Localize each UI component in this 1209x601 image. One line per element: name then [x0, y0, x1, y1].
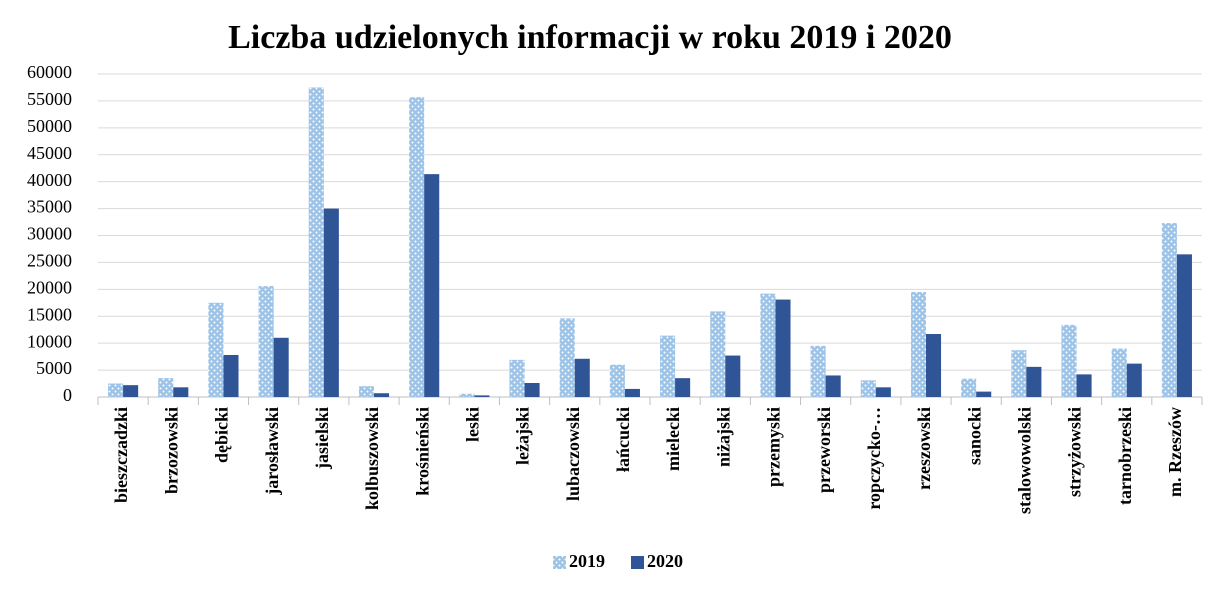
bar	[961, 378, 977, 397]
bar	[509, 359, 525, 397]
bar	[910, 292, 926, 397]
bar	[1111, 348, 1127, 397]
bar	[208, 302, 224, 397]
x-tick-label: dębicki	[212, 407, 232, 463]
x-tick-label: m. Rzeszów	[1165, 407, 1185, 497]
bar	[223, 355, 239, 397]
legend-label: 2019	[569, 551, 605, 571]
bar	[1061, 324, 1077, 397]
bar	[374, 393, 390, 397]
bar	[624, 388, 640, 397]
y-tick-label: 45000	[27, 143, 72, 163]
bar	[760, 293, 776, 397]
bar	[976, 391, 992, 397]
bar	[609, 364, 625, 397]
bar	[1176, 254, 1192, 397]
bar	[559, 318, 575, 397]
bar	[459, 393, 475, 397]
y-tick-label: 5000	[36, 358, 72, 378]
x-tick-label: sanocki	[964, 407, 984, 465]
legend-swatch	[553, 556, 566, 569]
y-tick-label: 50000	[27, 116, 72, 136]
x-tick-label: stalowowolski	[1014, 407, 1034, 514]
bar	[158, 378, 174, 397]
bar	[675, 378, 691, 397]
x-tick-label: rzeszowski	[914, 407, 934, 490]
bar	[1026, 366, 1042, 397]
x-tick-label: kolbuszowski	[362, 407, 382, 510]
x-tick-label: przeworski	[814, 407, 834, 493]
bar	[258, 286, 274, 397]
bar	[725, 355, 741, 397]
x-tick-label: leżajski	[513, 407, 533, 465]
y-tick-label: 25000	[27, 251, 72, 271]
x-tick-label: leski	[462, 407, 482, 442]
bar	[173, 387, 189, 397]
y-tick-label: 55000	[27, 89, 72, 109]
x-tick-label: tarnobrzeski	[1115, 407, 1135, 505]
y-tick-label: 40000	[27, 170, 72, 190]
x-tick-label: łańcucki	[613, 407, 633, 472]
x-tick-label: przemyski	[764, 407, 784, 487]
y-tick-label: 0	[63, 385, 72, 405]
bar	[424, 174, 440, 397]
bar	[1076, 374, 1092, 397]
y-tick-label: 60000	[27, 62, 72, 82]
x-tick-label: lubaczowski	[563, 407, 583, 501]
x-tick-label: strzyżowski	[1065, 407, 1085, 497]
x-tick-label: jasielski	[312, 407, 332, 470]
x-tick-label: bieszczadzki	[111, 407, 131, 503]
x-tick-label: jarosławski	[262, 407, 282, 496]
bar	[474, 395, 490, 397]
y-tick-label: 20000	[27, 277, 72, 297]
bar	[358, 386, 374, 397]
x-tick-label: brzozowski	[161, 407, 181, 494]
bar	[108, 383, 124, 397]
bar	[409, 97, 425, 398]
y-tick-label: 35000	[27, 197, 72, 217]
x-tick-label: krośnieński	[412, 407, 432, 496]
x-tick-label: mielecki	[663, 407, 683, 471]
bar	[660, 335, 676, 397]
bar	[825, 375, 841, 397]
bar	[1126, 363, 1142, 397]
bar	[875, 387, 891, 397]
bar	[273, 337, 289, 397]
bar	[860, 380, 876, 397]
bar	[810, 345, 826, 397]
bar	[710, 311, 726, 397]
bar	[1161, 223, 1177, 397]
chart-title: Liczba udzielonych informacji w roku 201…	[228, 19, 952, 56]
bar	[775, 299, 791, 397]
bar	[524, 383, 540, 397]
y-tick-label: 15000	[27, 304, 72, 324]
legend-swatch	[631, 556, 644, 569]
bar	[308, 87, 324, 397]
legend-label: 2020	[647, 551, 683, 571]
bar	[926, 334, 942, 397]
x-tick-label: niżajski	[713, 407, 733, 467]
x-tick-label: ropczycko-…	[864, 407, 884, 510]
bar	[574, 358, 590, 397]
y-tick-label: 10000	[27, 331, 72, 351]
bar	[123, 385, 139, 397]
bar	[323, 208, 339, 397]
bar	[1011, 350, 1027, 397]
y-tick-label: 30000	[27, 224, 72, 244]
